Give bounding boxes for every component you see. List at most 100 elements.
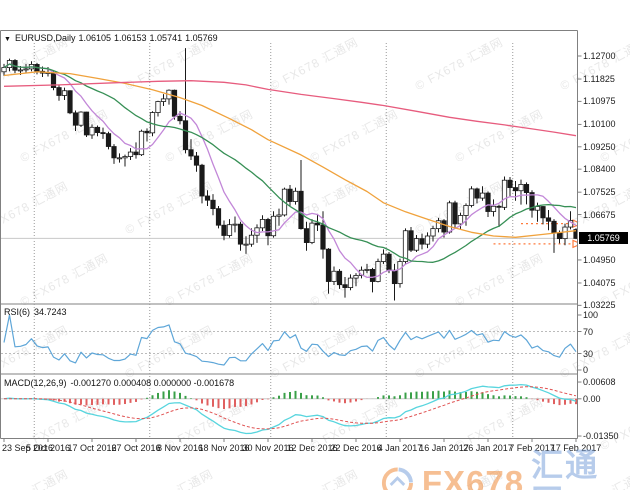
candle-bear bbox=[72, 112, 79, 126]
candle-bull bbox=[380, 253, 387, 262]
candle-bear bbox=[496, 205, 502, 208]
price-axis-label: 1.04075 bbox=[583, 277, 616, 288]
rsi-axis-label: 70 bbox=[583, 326, 594, 337]
candle-bull bbox=[353, 275, 359, 279]
candle-bull bbox=[518, 184, 524, 192]
macd-indicator-label: MACD(12,26,9) -0.001270 0.000408 0.000000… bbox=[4, 378, 238, 388]
rsi-line bbox=[3, 314, 577, 366]
candle-bear bbox=[221, 224, 227, 236]
candle-bear bbox=[336, 270, 343, 286]
candle-bear bbox=[298, 190, 304, 230]
candle-bear bbox=[573, 229, 577, 239]
candle-bear bbox=[111, 146, 117, 159]
candle-bull bbox=[138, 130, 145, 156]
candle-bull bbox=[402, 230, 409, 262]
candle-bear bbox=[94, 126, 101, 133]
ma-mid-green bbox=[3, 63, 577, 263]
date-axis-label: 23 Sep 2016 bbox=[2, 443, 54, 453]
candle-bear bbox=[287, 188, 293, 202]
price-axis-label: 1.09250 bbox=[583, 141, 616, 152]
candle-bear bbox=[369, 269, 376, 282]
candle-bear bbox=[551, 220, 557, 234]
candle-bear bbox=[188, 149, 194, 157]
candle-bull bbox=[424, 235, 431, 245]
price-axis-label: 1.07525 bbox=[583, 187, 616, 198]
candle-bear bbox=[199, 164, 205, 197]
candle-bear bbox=[83, 111, 90, 136]
macd-axis-label: -0.01350 bbox=[583, 431, 619, 442]
candle-bear bbox=[419, 238, 425, 245]
price-axis-label: 1.04950 bbox=[583, 254, 616, 265]
rsi-value: 34.7243 bbox=[34, 307, 67, 317]
candle-bear bbox=[320, 224, 326, 250]
candle-bear bbox=[545, 217, 552, 222]
date-axis-label: 5 Oct 2016 bbox=[25, 443, 71, 453]
macd-pane bbox=[1, 383, 577, 435]
price-axis-label: 1.10975 bbox=[583, 96, 616, 107]
candle-bear bbox=[485, 192, 491, 212]
candle-bear bbox=[193, 155, 200, 166]
candle-bear bbox=[133, 151, 139, 156]
candle-bear bbox=[512, 187, 519, 192]
candle-bear bbox=[314, 222, 321, 226]
candle-bull bbox=[468, 188, 475, 206]
candle-bear bbox=[556, 232, 563, 240]
candle-bull bbox=[259, 219, 266, 229]
candle-bear bbox=[177, 115, 183, 122]
symbol-period-label: EURUSD,Daily bbox=[14, 33, 76, 43]
watermark-brand-cjk: 汇通网 bbox=[531, 447, 600, 490]
price-axis-label: 1.11825 bbox=[583, 74, 615, 85]
date-axis-label: 17 Feb 2017 bbox=[550, 443, 602, 453]
chevron-down-icon[interactable]: ▼ bbox=[4, 36, 11, 43]
candle-bull bbox=[479, 192, 486, 199]
candle-bear bbox=[303, 228, 310, 243]
candle-bull bbox=[446, 202, 453, 233]
candle-bear bbox=[342, 284, 348, 288]
ma-orange bbox=[3, 71, 577, 238]
candle-bull bbox=[397, 261, 403, 285]
candle-bear bbox=[237, 223, 244, 245]
macd-name: MACD(12,26,9) bbox=[4, 378, 67, 388]
candle-bull bbox=[23, 68, 29, 71]
watermark-brand-latin: FX678 bbox=[421, 464, 525, 490]
candle-bear bbox=[215, 208, 222, 226]
candle-bear bbox=[523, 184, 530, 193]
price-axis-label: 1.10100 bbox=[583, 119, 616, 130]
candle-bear bbox=[56, 87, 62, 96]
date-axis-label: 18 Nov 2016 bbox=[198, 443, 250, 453]
candle-bull bbox=[232, 223, 238, 226]
macd-line bbox=[3, 383, 577, 435]
candle-bull bbox=[309, 222, 315, 243]
candle-bear bbox=[100, 132, 106, 135]
price-axis-label: 1.06675 bbox=[583, 209, 616, 220]
candle-bull bbox=[501, 179, 508, 208]
candle-bull bbox=[463, 205, 469, 216]
candle-bull bbox=[430, 228, 436, 237]
candle-bull bbox=[1, 67, 7, 73]
candle-bear bbox=[452, 202, 458, 225]
candle-bear bbox=[182, 120, 189, 151]
price-axis-label: 1.03225 bbox=[583, 300, 616, 311]
ma-red bbox=[3, 80, 577, 137]
candle-bear bbox=[144, 130, 150, 134]
ma-fast-purple bbox=[3, 63, 577, 278]
date-axis-label: 26 Jan 2017 bbox=[463, 443, 513, 453]
ohlc-high: 1.06153 bbox=[114, 33, 147, 43]
candle-bear bbox=[391, 269, 398, 285]
current-price-tag: 1.05769 bbox=[579, 232, 628, 245]
candle-bear bbox=[507, 179, 513, 188]
rsi-axis-label: 100 bbox=[583, 310, 599, 320]
candle-bull bbox=[276, 214, 282, 217]
candle-bull bbox=[127, 151, 134, 157]
ohlc-low: 1.05741 bbox=[149, 33, 183, 43]
candle-bear bbox=[105, 133, 112, 147]
rsi-name: RSI(6) bbox=[4, 307, 31, 317]
candle-bull bbox=[534, 206, 541, 211]
candle-bull bbox=[347, 277, 354, 288]
candle-bull bbox=[122, 156, 128, 159]
candle-bull bbox=[562, 226, 568, 240]
candle-bear bbox=[171, 89, 178, 117]
ohlc-open: 1.06105 bbox=[78, 33, 111, 43]
macd-signal-line bbox=[3, 386, 577, 430]
